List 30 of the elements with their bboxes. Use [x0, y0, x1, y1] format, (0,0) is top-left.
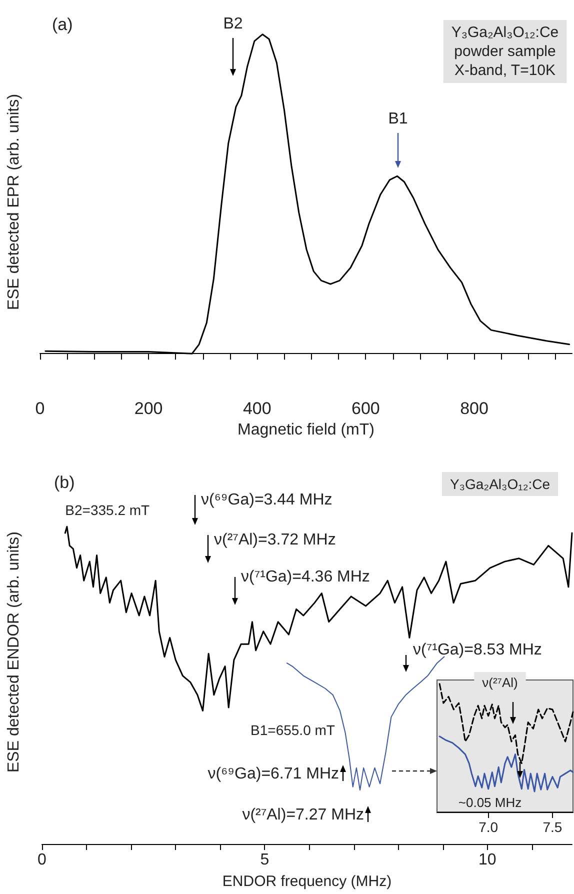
x-tick-label: 7.5: [542, 819, 562, 835]
x-tick-label: 800: [460, 399, 488, 418]
text: (a): [52, 15, 73, 34]
y-axis-title: ESE detected ENDOR (arb. units): [6, 532, 22, 772]
annotation: ν(²⁷Al)=7.27 MHz: [242, 806, 364, 824]
x-tick-label: 200: [134, 399, 163, 418]
x-tick-label: 400: [242, 399, 272, 418]
x-axis-title: ENDOR frequency (MHz): [222, 873, 392, 890]
x-tick-label: 0: [35, 399, 45, 418]
x-tick-label: 7.0: [478, 819, 498, 835]
text: B2: [223, 16, 243, 32]
annotation: ν(²⁷Al)=3.72 MHz: [214, 532, 336, 548]
y-axis-title: ESE detected EPR (arb. units): [6, 94, 22, 310]
series-label: B2=335.2 mT: [65, 502, 150, 518]
x-tick-label: 10: [478, 852, 496, 868]
x-tick-label: 5: [260, 852, 270, 868]
x-axis-title: Magnetic field (mT): [238, 422, 374, 438]
annotation: ν(⁶⁹Ga)=6.71 MHz: [208, 766, 339, 782]
text: (b): [54, 473, 75, 492]
annotation: ~0.05 MHz: [458, 795, 522, 810]
annotation: ν(⁷¹Ga)=8.53 MHz: [413, 642, 542, 658]
text: Y₃Ga₂Al₃O₁₂:Ce: [450, 476, 550, 492]
annotation: B1: [388, 110, 408, 128]
x-tick-label: 600: [352, 399, 380, 418]
annotation: ν(²⁷Al): [482, 675, 518, 690]
series-label: B1=655.0 mT: [250, 722, 336, 738]
annotation: ν(⁷¹Ga)=4.36 MHz: [241, 568, 370, 586]
x-tick-label: 0: [38, 852, 47, 868]
annotation: Y₃Ga₂Al₃O₁₂:Ce powder sample X-band, T=10K: [451, 24, 559, 79]
text: ν(⁶⁹Ga)=3.44 MHz: [201, 492, 332, 508]
